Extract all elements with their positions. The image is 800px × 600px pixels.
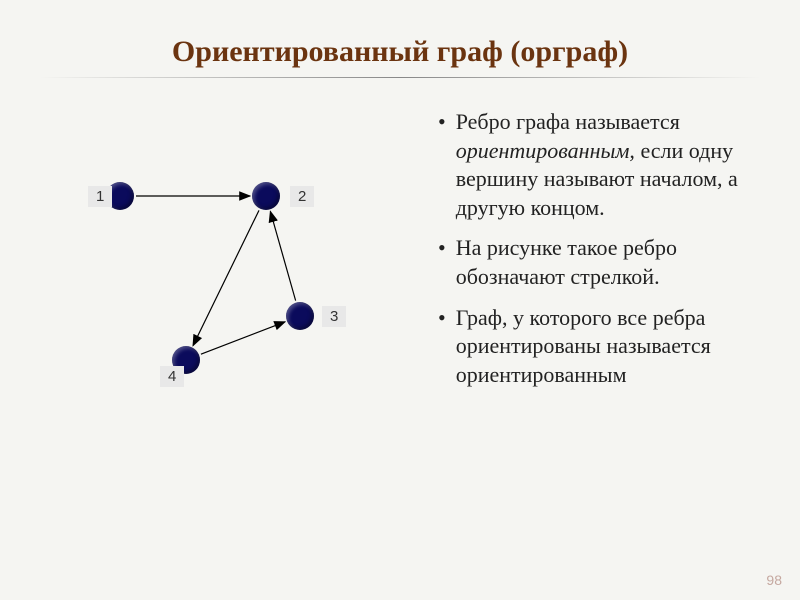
bullet-item: • Ребро графа называется ориентированным…: [430, 108, 780, 222]
graph-node-label: 3: [322, 306, 346, 327]
graph-node: [286, 302, 314, 330]
bullet-item: • На рисунке такое ребро обозначают стре…: [430, 234, 780, 291]
graph-edge: [201, 322, 285, 354]
bullet-text: На рисунке такое ребро обозначают стрелк…: [456, 234, 780, 291]
graph-node: [252, 182, 280, 210]
graph-diagram: 1 2 3 4: [0, 108, 420, 508]
graph-node-label: 1: [88, 186, 112, 207]
graph-node-label: 4: [160, 366, 184, 387]
slide-title: Ориентированный граф (орграф): [0, 0, 800, 69]
bullet-item: • Граф, у которого все ребра ориентирова…: [430, 304, 780, 390]
bullet-marker-icon: •: [438, 108, 446, 222]
bullet-text: Ребро графа называется ориентированным, …: [456, 108, 780, 222]
graph-node-label: 2: [290, 186, 314, 207]
bullet-text: Граф, у которого все ребра ориентированы…: [456, 304, 780, 390]
bullet-list: • Ребро графа называется ориентированным…: [420, 108, 800, 508]
graph-edge: [193, 210, 259, 345]
bullet-marker-icon: •: [438, 304, 446, 390]
content-area: 1 2 3 4 • Ребро графа называется ориентиров…: [0, 78, 800, 508]
page-number: 98: [766, 572, 782, 588]
graph-edge: [270, 211, 295, 300]
edges-svg: [0, 108, 420, 508]
bullet-marker-icon: •: [438, 234, 446, 291]
